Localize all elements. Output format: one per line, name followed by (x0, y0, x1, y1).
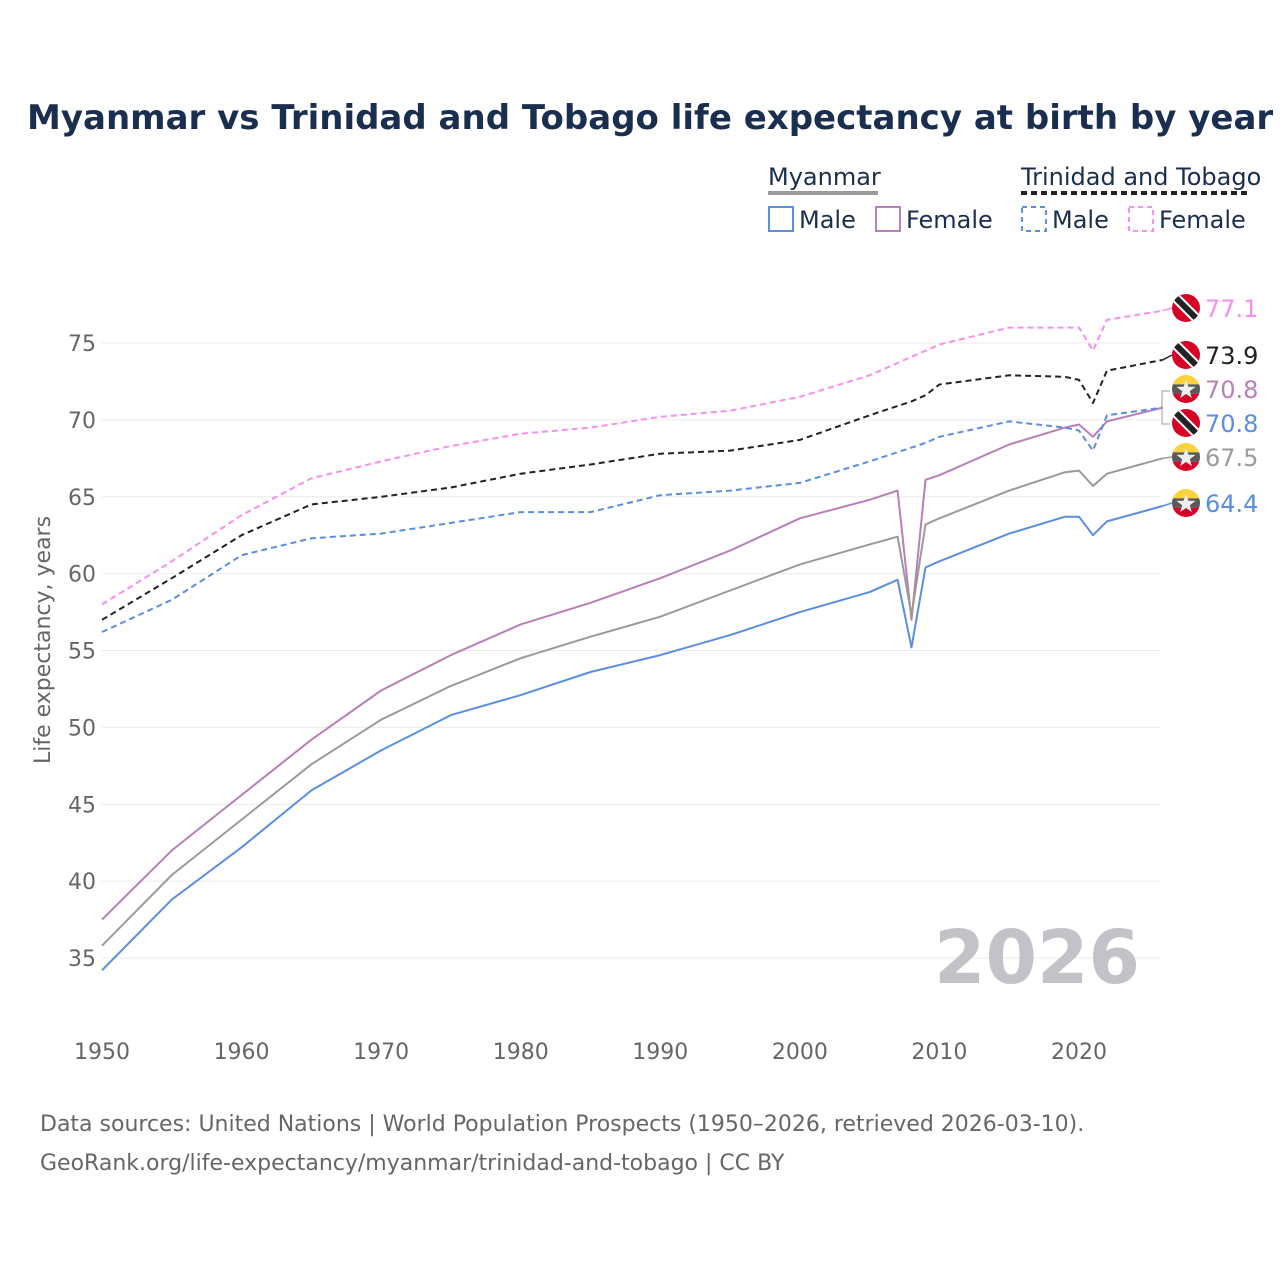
myanmar-flag-icon (1172, 489, 1200, 517)
end-labels: 77.1 73.9 70.8 70.8 67.5 64.4 (1161, 294, 1258, 518)
legend-myanmar-male: Male (799, 206, 856, 234)
trinidad-flag-icon (1172, 341, 1200, 369)
chart-title: Myanmar vs Trinidad and Tobago life expe… (27, 98, 1273, 138)
label-connector (1162, 354, 1173, 361)
y-tick-label: 65 (68, 486, 96, 511)
legend-trinidad-male-swatch (1021, 206, 1047, 232)
source-line-2[interactable]: GeoRank.org/life-expectancy/myanmar/trin… (40, 1151, 785, 1176)
y-tick-label: 45 (68, 793, 96, 818)
y-axis-label: Life expectancy, years (31, 516, 56, 764)
label-connector (1162, 456, 1173, 460)
end-value-label: 70.8 (1205, 410, 1258, 438)
end-value-label: 77.1 (1205, 295, 1258, 323)
series-line-myanmar-female (101, 406, 1163, 921)
legend-myanmar-female: Female (906, 206, 993, 234)
series-line-trinidad-and-tobago-male (101, 406, 1163, 633)
series-line-myanmar-total (101, 457, 1163, 947)
y-axis-ticks: 35 40 45 50 55 60 65 70 75 (68, 332, 96, 972)
y-tick-label: 60 (68, 563, 96, 588)
year-watermark: 2026 (934, 915, 1140, 1001)
myanmar-flag-icon (1172, 443, 1200, 471)
label-connector (1162, 307, 1173, 312)
y-tick-label: 35 (68, 947, 96, 972)
x-axis-ticks: 1950 1960 1970 1980 1990 2000 2010 2020 (74, 1040, 1107, 1065)
source-line-1: Data sources: United Nations | World Pop… (40, 1112, 1084, 1137)
end-value-label: 67.5 (1205, 444, 1258, 472)
y-tick-label: 40 (68, 870, 96, 895)
y-tick-label: 70 (68, 409, 96, 434)
legend-trinidad-female: Female (1159, 206, 1246, 234)
trinidad-flag-icon (1172, 409, 1200, 437)
trinidad-flag-icon (1172, 294, 1200, 322)
x-tick-label: 1960 (214, 1040, 270, 1065)
legend-myanmar-male-swatch (768, 206, 794, 232)
series-line-trinidad-and-tobago-female (101, 309, 1163, 606)
end-value-label: 70.8 (1205, 376, 1258, 404)
myanmar-flag-icon (1172, 375, 1200, 403)
legend-trinidad-female-swatch (1128, 206, 1154, 232)
end-value-label: 73.9 (1205, 342, 1258, 370)
legend-myanmar-female-swatch (875, 206, 901, 232)
x-tick-label: 2000 (772, 1040, 828, 1065)
series-line-trinidad-and-tobago-total (101, 358, 1163, 621)
x-tick-label: 2010 (911, 1040, 967, 1065)
legend: Myanmar Male Female Trinidad and Tobago … (768, 163, 1261, 234)
label-bracket (1161, 390, 1170, 425)
series-lines (101, 309, 1163, 972)
series-line-myanmar-male (101, 505, 1163, 972)
x-tick-label: 1990 (632, 1040, 688, 1065)
legend-group-trinidad: Trinidad and Tobago (1020, 163, 1261, 191)
x-tick-label: 1980 (493, 1040, 549, 1065)
x-tick-label: 2020 (1051, 1040, 1107, 1065)
x-tick-label: 1950 (74, 1040, 130, 1065)
y-tick-label: 75 (68, 332, 96, 357)
x-tick-label: 1970 (353, 1040, 409, 1065)
label-connector (1162, 502, 1173, 507)
y-tick-label: 55 (68, 640, 96, 665)
legend-group-myanmar: Myanmar (768, 163, 881, 191)
grid (102, 342, 1160, 959)
y-tick-label: 50 (68, 716, 96, 741)
end-value-label: 64.4 (1205, 490, 1258, 518)
legend-trinidad-male: Male (1052, 206, 1109, 234)
